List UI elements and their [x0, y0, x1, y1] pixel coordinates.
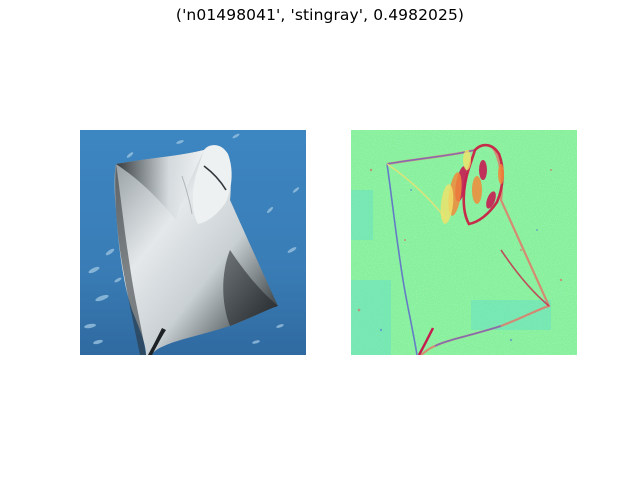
saliency-heatmap	[351, 130, 577, 355]
figure-title: ('n01498041', 'stingray', 0.4982025)	[175, 6, 465, 24]
saliency-heatmap-image	[351, 130, 577, 355]
stingray-photo	[80, 130, 306, 355]
stingray-photo-image	[80, 130, 306, 355]
